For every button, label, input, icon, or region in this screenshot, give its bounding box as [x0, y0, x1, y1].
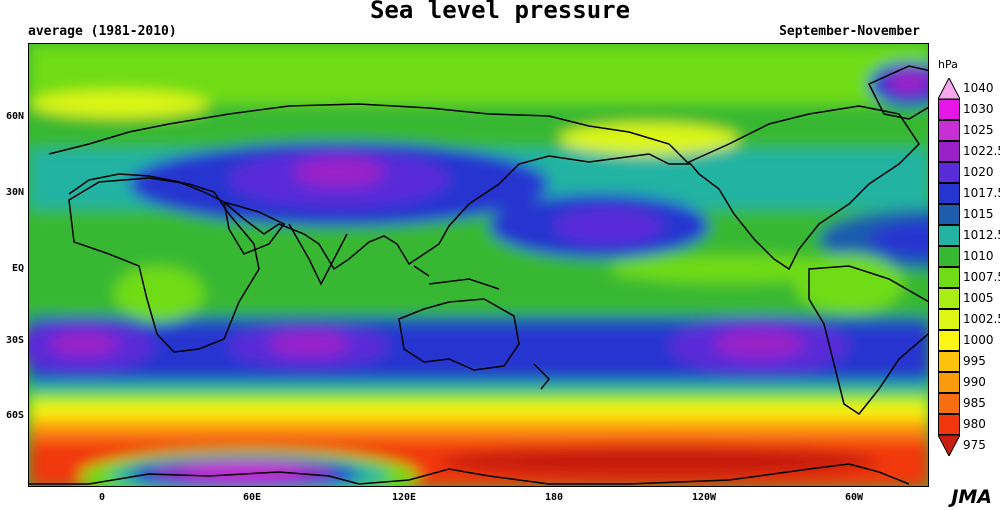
legend-level-label: 995 — [963, 354, 986, 368]
lon-label-60w: 60W — [844, 492, 864, 503]
lon-label-180: 180 — [544, 492, 564, 503]
legend-swatch — [938, 414, 960, 435]
legend-swatch — [938, 351, 960, 372]
legend-level-label: 1030 — [963, 102, 994, 116]
pressure-field — [29, 44, 928, 486]
legend-level-label: 1005 — [963, 291, 994, 305]
pressure-contours — [29, 44, 928, 486]
legend-swatch — [938, 162, 960, 183]
legend-swatch — [938, 141, 960, 162]
lat-label-30s: 30S — [5, 335, 24, 346]
legend-level-label: 980 — [963, 417, 986, 431]
lat-label-30n: 30N — [5, 187, 24, 198]
legend-swatch — [938, 225, 960, 246]
legend-level-label: 1012.5 — [963, 228, 1000, 242]
lat-label-60s: 60S — [5, 410, 24, 421]
period-label: average (1981-2010) — [28, 24, 177, 39]
legend-swatch — [938, 204, 960, 225]
legend-swatch — [938, 183, 960, 204]
legend-swatch — [938, 435, 960, 456]
legend-level-label: 1010 — [963, 249, 994, 263]
lon-label-120w: 120W — [691, 492, 717, 503]
lat-label-eq: EQ — [11, 263, 24, 274]
lon-label-0: 0 — [98, 492, 106, 503]
legend-swatch — [938, 99, 960, 120]
legend-swatch — [938, 372, 960, 393]
coastlines — [29, 65, 928, 485]
legend-swatch — [938, 120, 960, 141]
legend-level-label: 975 — [963, 438, 986, 452]
legend-level-label: 1020 — [963, 165, 994, 179]
legend-swatch — [938, 330, 960, 351]
legend-level-label: 1007.5 — [963, 270, 1000, 284]
legend-swatch — [938, 309, 960, 330]
legend-level-label: 1022.5 — [963, 144, 1000, 158]
jma-credit: JMA — [951, 486, 992, 508]
pressure-map — [28, 43, 929, 487]
map-title: Sea level pressure — [369, 0, 631, 24]
legend-swatch — [938, 288, 960, 309]
lon-label-120e: 120E — [391, 492, 417, 503]
legend-level-label: 1002.5 — [963, 312, 1000, 326]
season-label: September-November — [779, 24, 920, 39]
legend-level-label: 1000 — [963, 333, 994, 347]
legend-level-label: 1040 — [963, 81, 994, 95]
legend-swatch — [938, 393, 960, 414]
legend-level-label: 1015 — [963, 207, 994, 221]
legend-swatch — [938, 267, 960, 288]
legend-level-label: 1025 — [963, 123, 994, 137]
legend-level-label: 990 — [963, 375, 986, 389]
legend-level-label: 985 — [963, 396, 986, 410]
lon-label-60e: 60E — [242, 492, 262, 503]
legend-level-label: 1017.5 — [963, 186, 1000, 200]
legend-swatch — [938, 78, 960, 99]
unit-label: hPa — [938, 58, 958, 71]
lat-label-60n: 60N — [5, 111, 24, 122]
legend-swatch — [938, 246, 960, 267]
